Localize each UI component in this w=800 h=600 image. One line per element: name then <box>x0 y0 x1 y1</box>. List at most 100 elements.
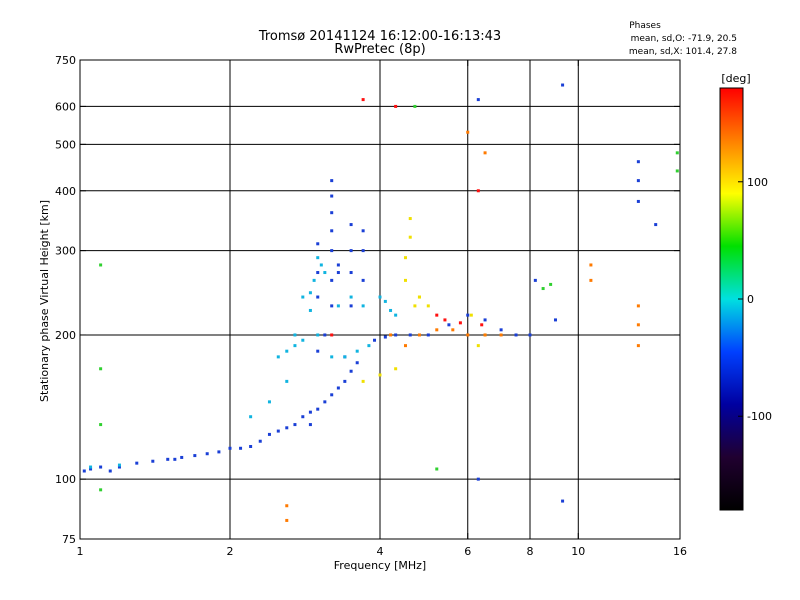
data-point <box>293 333 297 337</box>
data-point <box>336 271 340 275</box>
data-point <box>499 333 503 337</box>
data-point <box>293 344 297 348</box>
data-point <box>355 361 359 365</box>
data-point <box>466 130 470 134</box>
data-point <box>480 323 484 327</box>
data-point <box>394 104 398 108</box>
data-point <box>361 379 365 383</box>
data-point <box>308 308 312 312</box>
data-point <box>308 423 312 427</box>
data-point <box>533 278 537 282</box>
data-point <box>316 242 320 246</box>
data-point <box>319 263 323 267</box>
data-point <box>361 278 365 282</box>
data-point <box>675 151 679 155</box>
data-point <box>89 465 93 469</box>
x-tick-label: 2 <box>227 545 234 558</box>
data-point <box>443 318 447 322</box>
data-point <box>330 304 334 308</box>
data-point <box>549 282 553 286</box>
data-point <box>499 328 503 332</box>
data-point <box>349 223 353 227</box>
data-point <box>349 249 353 253</box>
data-point <box>293 423 297 427</box>
data-point <box>99 423 103 427</box>
data-point <box>316 333 320 337</box>
data-point <box>389 308 393 312</box>
data-point <box>323 400 327 404</box>
data-point <box>447 323 451 327</box>
data-point <box>308 410 312 414</box>
data-point <box>316 407 320 411</box>
data-point <box>636 179 640 183</box>
data-point <box>330 194 334 198</box>
data-point <box>383 335 387 339</box>
data-point <box>316 295 320 299</box>
data-point <box>343 379 347 383</box>
data-point <box>466 313 470 317</box>
data-point <box>82 469 86 473</box>
data-point <box>361 98 365 102</box>
data-point <box>361 229 365 233</box>
data-point <box>330 393 334 397</box>
data-point <box>541 287 545 291</box>
data-point <box>636 160 640 164</box>
data-point <box>654 223 658 227</box>
data-point <box>389 333 393 337</box>
data-point <box>451 328 455 332</box>
data-point <box>378 295 382 299</box>
data-point <box>330 249 334 253</box>
x-tick-label: 8 <box>527 545 534 558</box>
data-point <box>285 518 289 522</box>
data-point <box>336 304 340 308</box>
data-point <box>117 465 121 469</box>
data-point <box>99 263 103 267</box>
data-point <box>361 249 365 253</box>
data-point <box>166 457 170 461</box>
y-tick-label: 200 <box>55 329 76 342</box>
data-point <box>394 333 398 337</box>
data-point <box>228 446 232 450</box>
y-tick-label: 100 <box>55 473 76 486</box>
data-point <box>301 295 305 299</box>
data-point <box>249 444 253 448</box>
data-point <box>316 256 320 260</box>
data-point <box>135 461 139 465</box>
data-point <box>561 499 565 503</box>
y-tick-label: 400 <box>55 185 76 198</box>
data-point <box>408 333 412 337</box>
chart-subtitle: RwPretec (8p) <box>334 42 425 57</box>
data-point <box>636 344 640 348</box>
data-point <box>417 333 421 337</box>
data-point <box>276 429 280 433</box>
data-point <box>483 151 487 155</box>
y-tick-label: 500 <box>55 138 76 151</box>
data-point <box>312 278 316 282</box>
data-point <box>636 304 640 308</box>
phase-colorbar: 100 0 -100 <box>719 87 772 511</box>
data-point <box>361 304 365 308</box>
data-point <box>589 278 593 282</box>
data-point <box>301 338 305 342</box>
data-point <box>636 323 640 327</box>
data-point <box>514 333 518 337</box>
data-point <box>426 333 430 337</box>
data-point <box>394 367 398 371</box>
colorbar-tick-label: 100 <box>747 176 768 189</box>
data-point <box>205 452 209 456</box>
data-point <box>349 295 353 299</box>
data-point <box>343 355 347 359</box>
chart-title: Tromsø 20141124 16:12:00-16:13:43 <box>258 29 501 44</box>
data-point <box>108 469 112 473</box>
data-point <box>435 313 439 317</box>
data-point <box>285 379 289 383</box>
data-point <box>483 333 487 337</box>
data-point <box>336 263 340 267</box>
data-point <box>403 256 407 260</box>
data-point <box>355 349 359 353</box>
data-point <box>330 333 334 337</box>
colorbar-tick-label: 0 <box>747 293 754 306</box>
data-point <box>408 217 412 221</box>
data-point <box>349 304 353 308</box>
data-point <box>258 439 262 443</box>
